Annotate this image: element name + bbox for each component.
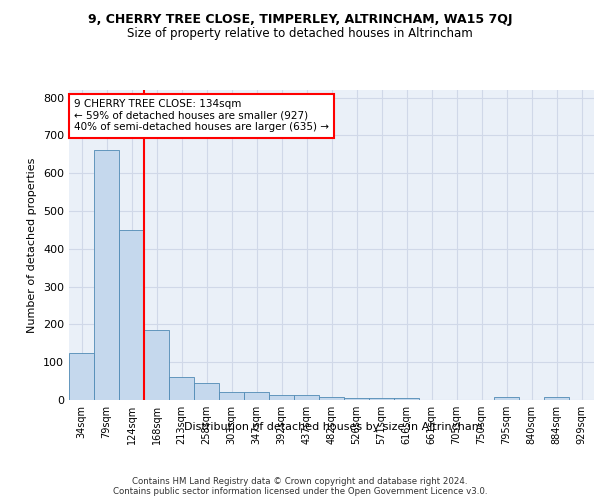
Bar: [369, 398, 394, 400]
Bar: [119, 230, 144, 400]
Bar: [144, 330, 169, 400]
Text: 9, CHERRY TREE CLOSE, TIMPERLEY, ALTRINCHAM, WA15 7QJ: 9, CHERRY TREE CLOSE, TIMPERLEY, ALTRINC…: [88, 12, 512, 26]
Bar: [194, 383, 219, 400]
Text: Size of property relative to detached houses in Altrincham: Size of property relative to detached ho…: [127, 28, 473, 40]
Bar: [294, 395, 319, 400]
Bar: [394, 398, 419, 400]
Text: Contains HM Land Registry data © Crown copyright and database right 2024.
Contai: Contains HM Land Registry data © Crown c…: [113, 476, 487, 496]
Bar: [269, 395, 294, 400]
Bar: [244, 392, 269, 400]
Bar: [94, 150, 119, 400]
Bar: [219, 392, 244, 400]
Bar: [494, 398, 519, 400]
Bar: [319, 397, 344, 400]
Bar: [169, 378, 194, 400]
Y-axis label: Number of detached properties: Number of detached properties: [28, 158, 37, 332]
Text: Distribution of detached houses by size in Altrincham: Distribution of detached houses by size …: [184, 422, 482, 432]
Bar: [544, 398, 569, 400]
Text: 9 CHERRY TREE CLOSE: 134sqm
← 59% of detached houses are smaller (927)
40% of se: 9 CHERRY TREE CLOSE: 134sqm ← 59% of det…: [74, 100, 329, 132]
Bar: [69, 352, 94, 400]
Bar: [344, 398, 369, 400]
